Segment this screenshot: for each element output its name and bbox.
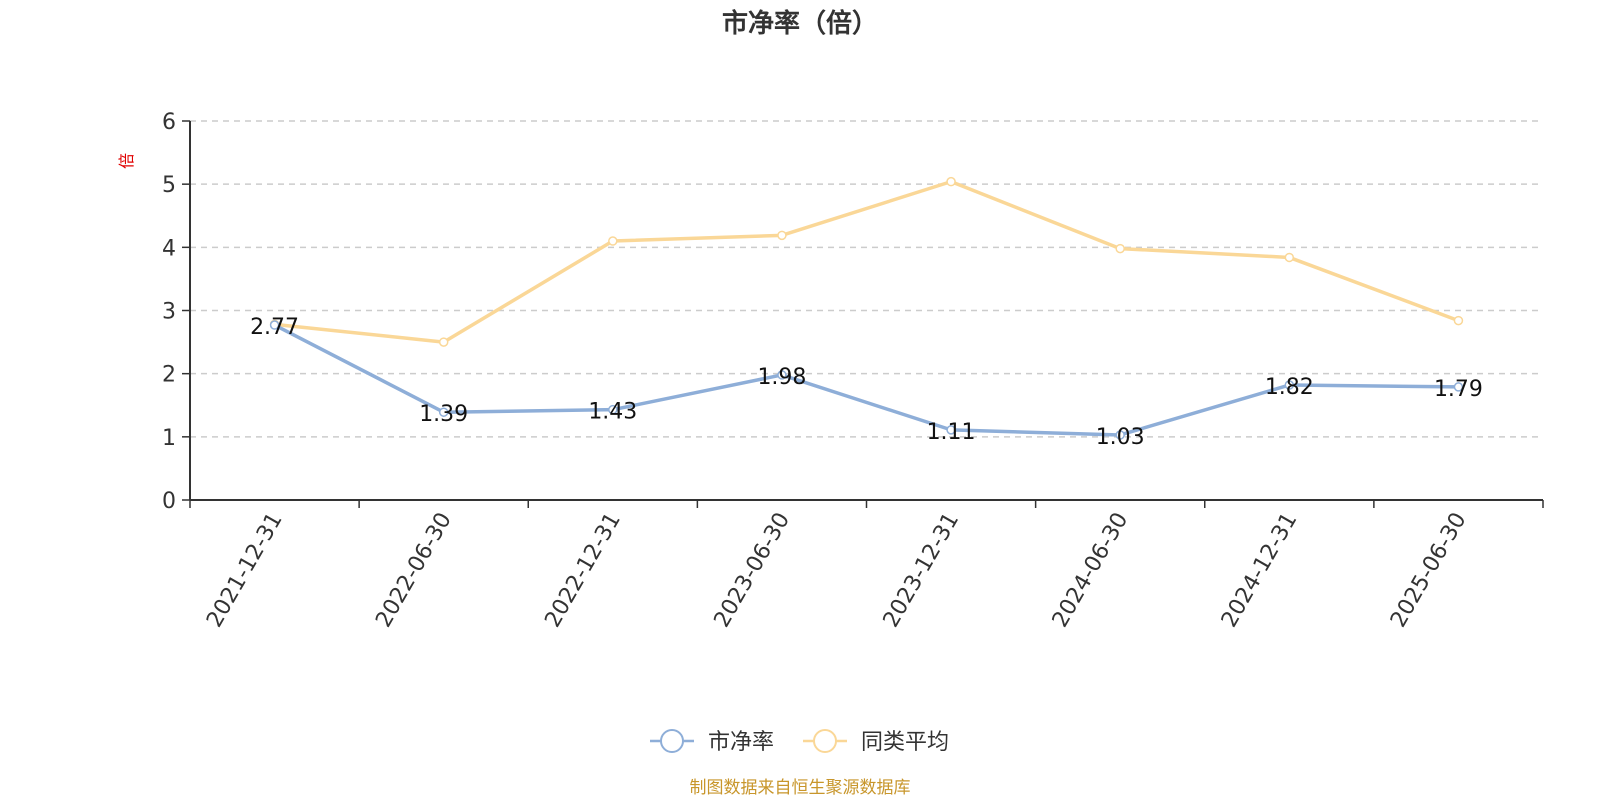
data-point[interactable] bbox=[777, 230, 787, 241]
x-tick-label: 2022-12-31 bbox=[540, 509, 626, 632]
data-point[interactable] bbox=[608, 404, 618, 415]
x-tick-label: 2022-06-30 bbox=[371, 509, 457, 632]
data-point[interactable] bbox=[1453, 382, 1464, 392]
data-point[interactable] bbox=[438, 407, 449, 417]
y-axis-label: 倍 bbox=[117, 153, 136, 169]
series-1-labels: 2.77 1.39 1.43 1.98 1.11 1.03 1.82 1.79 bbox=[250, 315, 1483, 450]
y-axis-ticks: 0 1 2 3 4 5 6 bbox=[162, 110, 190, 514]
x-tick-label: 2024-06-30 bbox=[1048, 509, 1134, 632]
data-point[interactable] bbox=[608, 236, 618, 246]
y-tick-label: 2 bbox=[162, 363, 176, 388]
data-point[interactable] bbox=[1284, 252, 1295, 263]
data-label: 1.39 bbox=[419, 402, 468, 427]
data-point[interactable] bbox=[1115, 430, 1125, 440]
y-tick-label: 5 bbox=[162, 173, 176, 198]
x-tick-label: 2023-06-30 bbox=[710, 509, 796, 632]
y-tick-label: 3 bbox=[162, 300, 176, 325]
data-label: 1.82 bbox=[1265, 375, 1314, 400]
data-source-note: 制图数据来自恒生聚源数据库 bbox=[690, 778, 911, 798]
x-tick-label: 2024-12-31 bbox=[1217, 509, 1303, 632]
data-point[interactable] bbox=[777, 370, 787, 380]
y-tick-label: 0 bbox=[162, 489, 176, 514]
y-tick-label: 1 bbox=[162, 426, 176, 451]
data-point[interactable] bbox=[1284, 380, 1295, 390]
data-point[interactable] bbox=[438, 337, 449, 347]
x-axis-ticks: 2021-12-31 2022-06-30 2022-12-31 2023-06-30… bbox=[189, 500, 1544, 632]
data-label: 1.43 bbox=[588, 400, 637, 425]
data-point[interactable] bbox=[946, 176, 956, 187]
series-2 bbox=[269, 176, 1464, 347]
data-point[interactable] bbox=[946, 425, 956, 435]
grid-lines bbox=[190, 120, 1543, 438]
y-tick-label: 4 bbox=[162, 236, 176, 261]
legend-marker bbox=[660, 729, 684, 753]
data-label: 1.79 bbox=[1434, 377, 1483, 402]
x-tick-label: 2021-12-31 bbox=[202, 509, 288, 632]
data-label: 1.03 bbox=[1096, 425, 1145, 450]
series-line bbox=[273, 323, 1459, 437]
x-tick-label: 2025-06-30 bbox=[1386, 509, 1472, 632]
data-label: 1.98 bbox=[757, 365, 806, 390]
legend-marker bbox=[813, 729, 837, 753]
data-label: 2.77 bbox=[250, 315, 299, 340]
legend-label: 同类平均 bbox=[861, 730, 949, 755]
legend-item-2[interactable]: 同类平均 bbox=[803, 729, 949, 755]
chart-title: 市净率（倍） bbox=[722, 8, 878, 39]
series-line bbox=[274, 179, 1460, 344]
data-point[interactable] bbox=[269, 320, 280, 330]
y-tick-label: 6 bbox=[162, 110, 176, 135]
legend-label: 市净率 bbox=[708, 730, 774, 755]
data-label: 1.11 bbox=[927, 420, 976, 445]
legend-item-1[interactable]: 市净率 bbox=[650, 729, 774, 755]
series-group: 2.77 1.39 1.43 1.98 1.11 1.03 1.82 1.79 bbox=[250, 176, 1483, 450]
data-point[interactable] bbox=[1453, 315, 1464, 326]
series-1 bbox=[269, 320, 1464, 440]
legend[interactable]: 市净率 同类平均 bbox=[650, 729, 949, 755]
data-point[interactable] bbox=[1115, 243, 1125, 254]
x-tick-label: 2023-12-31 bbox=[879, 509, 965, 632]
